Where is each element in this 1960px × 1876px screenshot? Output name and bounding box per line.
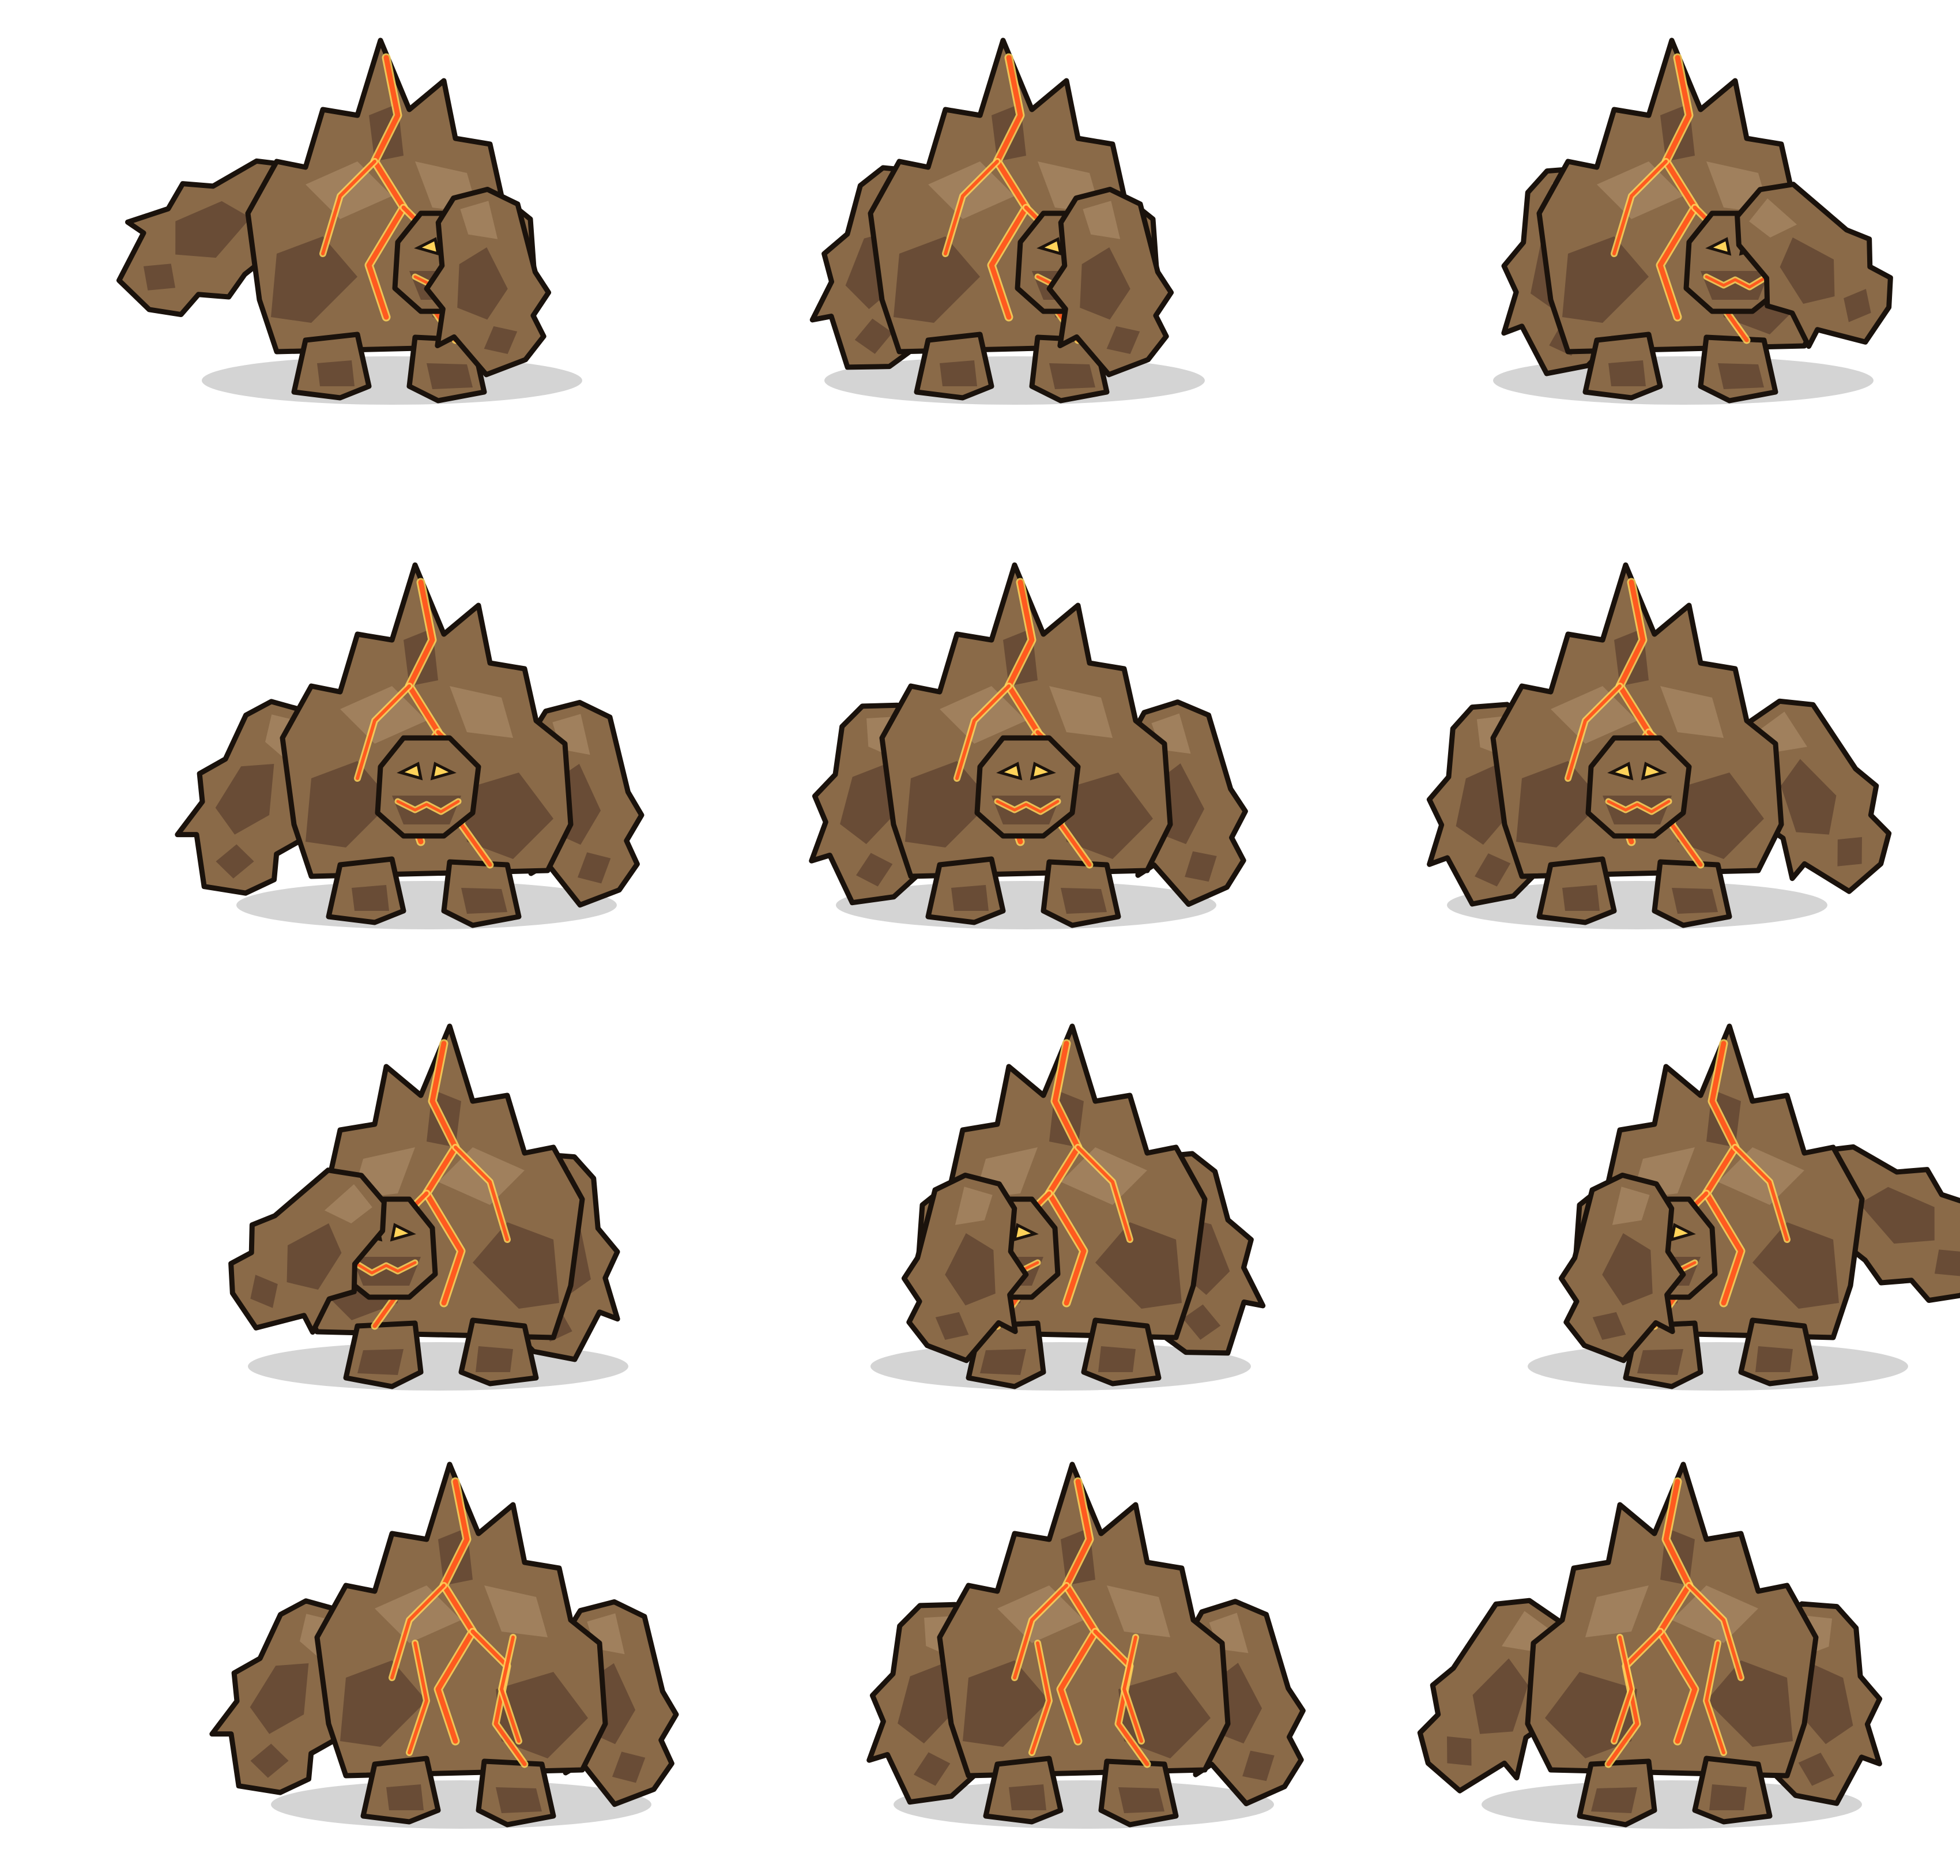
lava-crack [396, 800, 460, 813]
lava-crack [1076, 1146, 1132, 1241]
golem-eye [397, 762, 423, 781]
golem-sprite [175, 562, 644, 929]
lava-crack [1030, 1641, 1051, 1754]
golem-head [1585, 735, 1692, 839]
golem-sprite [1493, 37, 1893, 405]
golem-frame-side-1 [104, 12, 680, 450]
lava-crack [1607, 800, 1671, 813]
golem-frame-side-flip-2 [772, 997, 1349, 1436]
lava-crack [390, 1584, 446, 1679]
golem-sprite [116, 37, 582, 405]
ground-shadow [236, 881, 617, 929]
lava-crack [955, 684, 1011, 780]
golem-sprite [1528, 1023, 1960, 1391]
golem-head [974, 735, 1081, 839]
golem-eye [430, 762, 457, 781]
lava-crack [989, 55, 1029, 320]
golem-eye [1705, 237, 1732, 256]
lava-crack [944, 160, 999, 255]
golem-eye [1030, 762, 1056, 781]
golem-sprite [866, 1461, 1306, 1829]
lava-crack [366, 55, 406, 320]
lava-crack [1046, 1041, 1087, 1306]
golem-frame-side-3 [1395, 12, 1960, 450]
lava-crack [321, 160, 376, 255]
lava-crack [1612, 1636, 1633, 1743]
lava-crack [1657, 1479, 1698, 1744]
golem-sprite [809, 37, 1205, 405]
lava-crack [1058, 1479, 1098, 1744]
ground-shadow [1528, 1342, 1908, 1391]
golem-eye [996, 762, 1023, 781]
golem-frame-front-2 [738, 536, 1314, 974]
golem-eye [1669, 1223, 1696, 1242]
lava-crack [1705, 275, 1769, 289]
golem-eye [1641, 762, 1667, 781]
golem-eye [414, 237, 440, 256]
lava-crack [500, 1636, 521, 1743]
golem-eye [1607, 762, 1634, 781]
golem-frame-side-flip-3 [1430, 997, 1960, 1436]
golem-sprite [1417, 1461, 1883, 1829]
golem-frame-back-1 [173, 1436, 749, 1874]
golem-sprite [809, 562, 1248, 929]
golem-sprite [209, 1461, 679, 1829]
lava-crack [424, 1041, 464, 1306]
lava-crack [1687, 1584, 1743, 1679]
golem-frame-side-flip-1 [150, 997, 726, 1436]
lava-crack [1703, 1041, 1744, 1306]
lava-crack [408, 1641, 428, 1754]
golem-sprite [870, 1023, 1266, 1391]
golem-frame-side-2 [726, 12, 1303, 450]
ground-shadow [202, 356, 582, 405]
golem-frame-back-3 [1384, 1436, 1960, 1874]
golem-sprite [1426, 562, 1892, 929]
ground-shadow [271, 1780, 651, 1829]
golem-frame-back-2 [796, 1436, 1372, 1874]
lava-crack [1612, 160, 1668, 255]
lava-crack [356, 684, 411, 780]
lava-crack [1013, 1584, 1068, 1679]
lava-crack [1566, 684, 1622, 780]
lava-crack [454, 1146, 509, 1241]
lava-crack [435, 1479, 476, 1744]
golem-eye [1012, 1223, 1039, 1242]
lava-crack [1733, 1146, 1789, 1241]
golem-frame-front-1 [138, 536, 715, 974]
golem-eye [390, 1223, 416, 1242]
golem-eye [1036, 237, 1063, 256]
lava-crack [353, 1261, 417, 1275]
lava-crack [996, 800, 1060, 813]
lava-crack [1705, 1641, 1725, 1754]
golem-sprite [228, 1023, 628, 1391]
golem-head [375, 735, 481, 839]
lava-crack [1122, 1636, 1143, 1743]
golem-frame-front-3 [1349, 536, 1925, 974]
lava-crack [1657, 55, 1698, 320]
